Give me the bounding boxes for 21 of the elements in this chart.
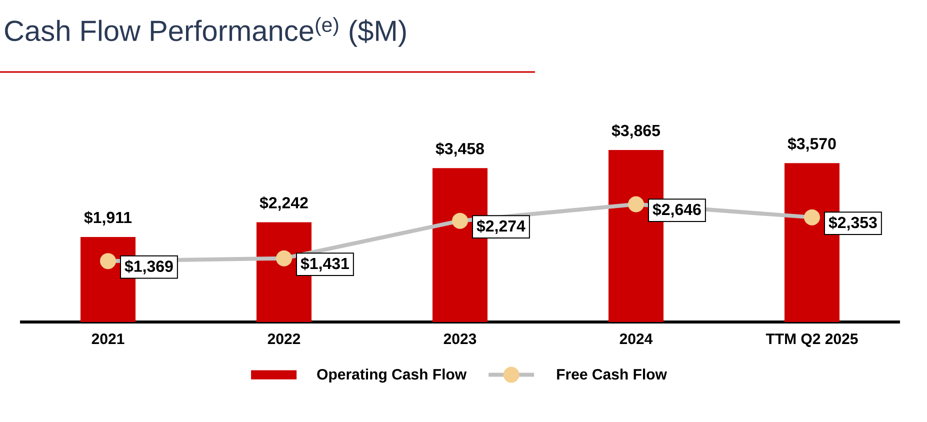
- data-label: $3,865: [612, 124, 660, 139]
- point: [100, 253, 116, 270]
- data-label: $2,353: [828, 216, 877, 230]
- data-label: $2,274: [476, 220, 526, 234]
- data-label: $2,646: [652, 203, 701, 218]
- legend-label: Operating Cash Flow: [317, 368, 467, 383]
- x-tick-label: TTM Q2 2025: [766, 334, 858, 347]
- legend-label: Free Cash Flow: [557, 368, 667, 380]
- data-label: $2,242: [260, 196, 308, 211]
- x-tick-label: 2023: [444, 334, 476, 344]
- point: [276, 250, 292, 266]
- x-tick-label: 2021: [92, 334, 124, 344]
- data-label: $1,431: [300, 257, 349, 272]
- data-label: $3,570: [788, 137, 836, 152]
- x-tick-label: 2024: [620, 334, 653, 344]
- x-tick-label: 2022: [268, 334, 300, 344]
- data-label: $1,369: [124, 260, 173, 274]
- data-label: $1,911: [84, 211, 132, 226]
- data-label: $3,458: [436, 142, 484, 157]
- point: [804, 209, 820, 226]
- chart-title: Cash Flow Performance$^{(e)}$ ($M): [5, 17, 406, 47]
